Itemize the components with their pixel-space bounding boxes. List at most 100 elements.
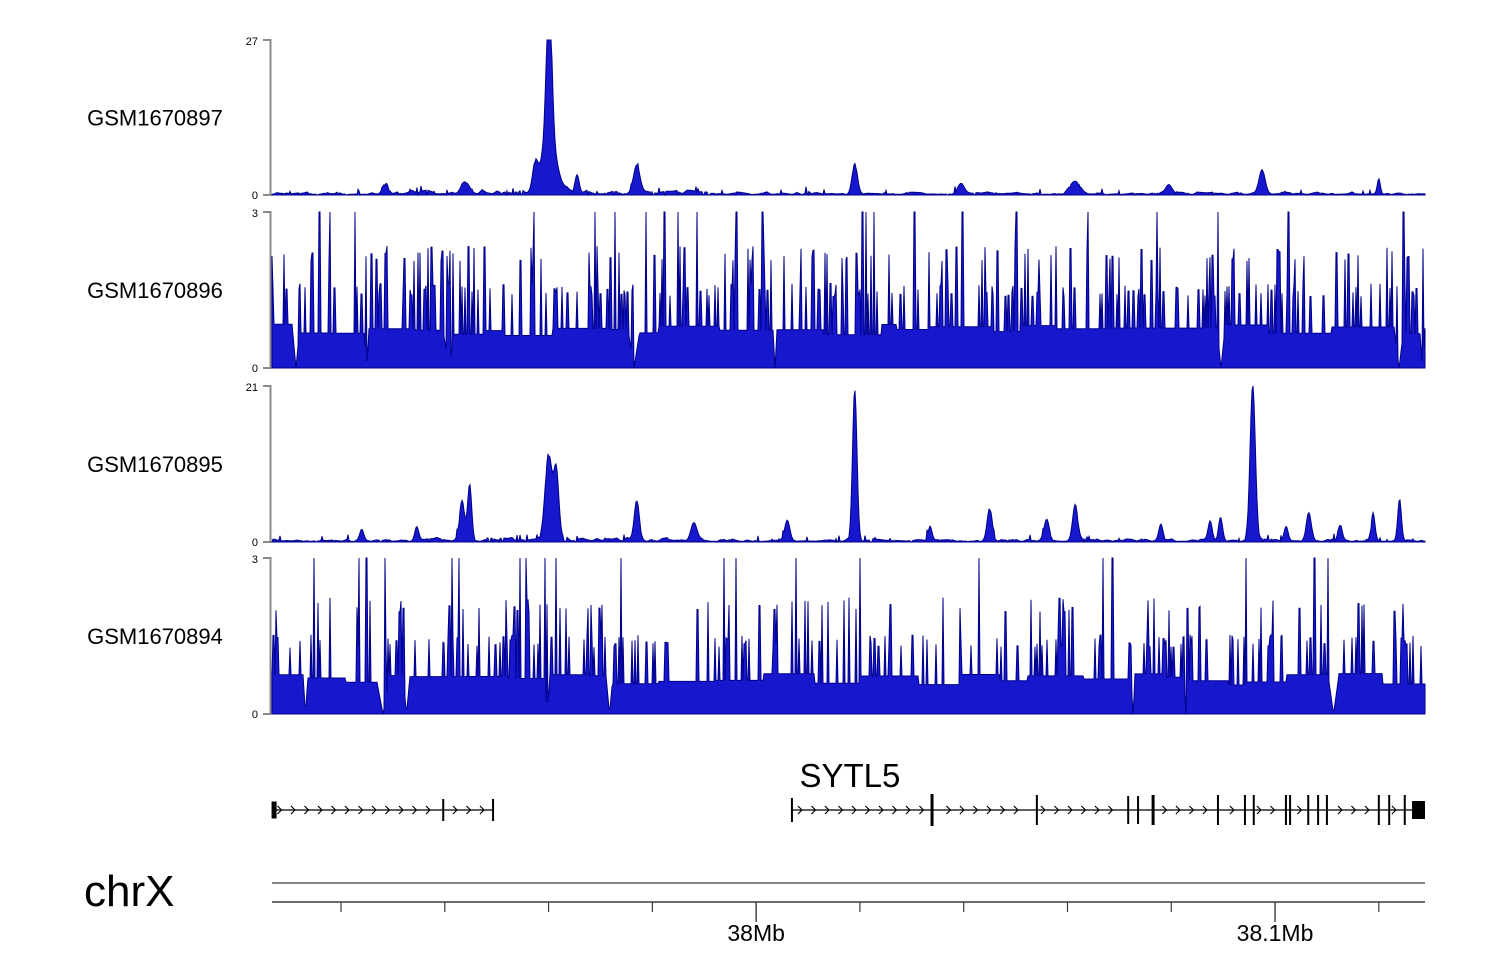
y-axis-bracket bbox=[263, 557, 272, 715]
exon-mark bbox=[1216, 795, 1219, 825]
gene-region-track: SYTL5 bbox=[271, 757, 1425, 826]
exon-mark bbox=[442, 799, 445, 821]
exon-mark bbox=[1243, 795, 1246, 825]
intron-arrow-icon bbox=[1229, 805, 1235, 815]
intron-arrow-icon bbox=[1391, 805, 1397, 815]
y-max-label: 3 bbox=[252, 554, 258, 566]
intron-arrow-icon bbox=[797, 805, 803, 815]
intron-arrow-icon bbox=[479, 805, 485, 815]
intron-arrow-icon bbox=[412, 805, 418, 815]
y-min-label: 0 bbox=[252, 537, 258, 549]
y-max-label: 3 bbox=[252, 208, 258, 220]
intron-arrow-icon bbox=[425, 805, 431, 815]
first-exon-box bbox=[271, 801, 277, 819]
intron-arrow-icon bbox=[973, 805, 979, 815]
intron-arrow-icon bbox=[1162, 805, 1168, 815]
intron-arrow-icon bbox=[1108, 805, 1114, 815]
intron-arrow-icon bbox=[946, 805, 952, 815]
intron-arrow-icon bbox=[919, 805, 925, 815]
axis-tick-label-38p1mb: 38.1Mb bbox=[1237, 920, 1314, 946]
intron-arrow-icon bbox=[371, 805, 377, 815]
gene-name-label: SYTL5 bbox=[799, 757, 900, 794]
intron-arrow-icon bbox=[1189, 805, 1195, 815]
exon-mark bbox=[1035, 795, 1038, 825]
intron-arrow-icon bbox=[1000, 805, 1006, 815]
last-exon-bar bbox=[492, 799, 495, 821]
track-label: GSM1670896 bbox=[87, 278, 223, 303]
track-label: GSM1670895 bbox=[87, 452, 223, 477]
intron-arrow-icon bbox=[385, 805, 391, 815]
track-label: GSM1670894 bbox=[87, 624, 223, 649]
intron-arrow-icon bbox=[1202, 805, 1208, 815]
y-max-label: 21 bbox=[246, 382, 258, 394]
intron-arrow-icon bbox=[878, 805, 884, 815]
exon-mark bbox=[1151, 795, 1155, 825]
intron-arrow-icon bbox=[277, 805, 283, 815]
axis-shapes bbox=[272, 882, 1425, 922]
intron-arrow-icon bbox=[1297, 805, 1303, 815]
intron-arrow-icon bbox=[1337, 805, 1343, 815]
exon-mark bbox=[1307, 795, 1310, 825]
y-axis-bracket bbox=[263, 385, 272, 543]
exon-mark bbox=[1403, 795, 1406, 825]
coverage-area-path bbox=[271, 211, 1426, 369]
intron-arrow-icon bbox=[1364, 805, 1370, 815]
intron-arrow-icon bbox=[1175, 805, 1181, 815]
coverage-track-gsm1670896: GSM1670896 3 0 bbox=[87, 208, 1426, 375]
exon-mark bbox=[1137, 796, 1140, 824]
exon-mark bbox=[1388, 795, 1391, 825]
exon-mark bbox=[1252, 795, 1255, 825]
coverage-area-path bbox=[271, 39, 1426, 197]
intron-arrow-icon bbox=[959, 805, 965, 815]
intron-arrow-icon bbox=[838, 805, 844, 815]
coverage-histogram bbox=[271, 39, 1426, 197]
y-min-label: 0 bbox=[252, 363, 258, 375]
y-min-label: 0 bbox=[252, 190, 258, 202]
intron-arrow-icon bbox=[1270, 805, 1276, 815]
exon-mark bbox=[1317, 795, 1320, 825]
intron-arrow-icon bbox=[1054, 805, 1060, 815]
gene-model-SYTL5 bbox=[790, 794, 1425, 826]
intron-arrow-icon bbox=[851, 805, 857, 815]
coverage-track-gsm1670897: GSM1670897 27 0 bbox=[87, 36, 1426, 202]
y-max-label: 27 bbox=[246, 36, 258, 48]
y-axis-bracket bbox=[263, 211, 272, 369]
genome-axis-track: chrX 38Mb 38.1Mb bbox=[84, 867, 1425, 946]
intron-arrow-icon bbox=[811, 805, 817, 815]
axis-tick-label-38mb: 38Mb bbox=[727, 920, 785, 946]
intron-arrow-icon bbox=[398, 805, 404, 815]
intron-arrow-icon bbox=[1256, 805, 1262, 815]
intron-arrow-icon bbox=[1013, 805, 1019, 815]
intron-arrow-icon bbox=[824, 805, 830, 815]
coverage-histogram bbox=[271, 211, 1426, 369]
intron-arrow-icon bbox=[317, 805, 323, 815]
intron-arrow-icon bbox=[905, 805, 911, 815]
exon-mark bbox=[1284, 795, 1287, 825]
exon-mark bbox=[1127, 796, 1130, 824]
intron-arrow-icon bbox=[986, 805, 992, 815]
intron-arrow-icon bbox=[344, 805, 350, 815]
y-axis-bracket bbox=[263, 39, 272, 196]
exon-mark bbox=[930, 794, 934, 826]
last-exon-box bbox=[1412, 801, 1425, 819]
coverage-area-path bbox=[271, 557, 1426, 715]
intron-arrow-icon bbox=[1067, 805, 1073, 815]
gene-model-shapes bbox=[271, 794, 1425, 826]
intron-arrow-icon bbox=[1081, 805, 1087, 815]
intron-arrow-icon bbox=[466, 805, 472, 815]
exon-mark bbox=[1325, 795, 1328, 825]
coverage-area-path bbox=[271, 385, 1426, 544]
intron-arrow-icon bbox=[1351, 805, 1357, 815]
coverage-histogram bbox=[271, 385, 1426, 544]
coverage-track-gsm1670894: GSM1670894 3 0 bbox=[87, 554, 1426, 721]
first-exon-box bbox=[790, 798, 793, 822]
coverage-histogram bbox=[271, 557, 1426, 715]
intron-arrow-icon bbox=[452, 805, 458, 815]
exon-mark bbox=[1377, 795, 1380, 825]
y-min-label: 0 bbox=[252, 709, 258, 721]
intron-arrow-icon bbox=[865, 805, 871, 815]
intron-arrow-icon bbox=[290, 805, 296, 815]
gene-model-upstream-transcript bbox=[271, 799, 495, 821]
intron-arrow-icon bbox=[304, 805, 310, 815]
